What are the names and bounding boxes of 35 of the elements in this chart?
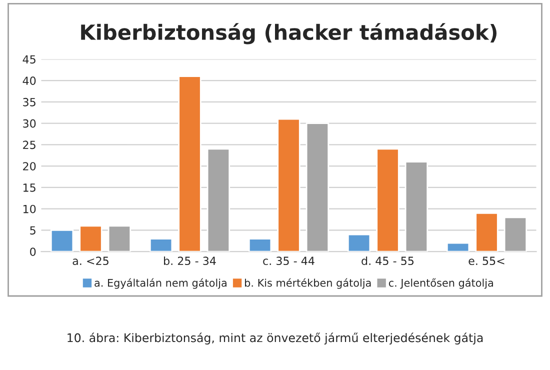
legend-label: a. Egyáltalán nem gátolja xyxy=(94,278,226,289)
bar xyxy=(347,234,371,252)
x-tick-label: a. <25 xyxy=(72,256,108,266)
y-tick-label: 10 xyxy=(23,204,36,214)
bar xyxy=(306,122,330,252)
legend-label: b. Kis mértékben gátolja xyxy=(245,278,371,289)
x-tick-label: d. 45 - 55 xyxy=(362,256,414,266)
y-tick-label: 45 xyxy=(22,55,36,64)
bar xyxy=(277,118,300,252)
x-tick-label: c. 35 - 44 xyxy=(263,256,314,266)
bar xyxy=(446,242,470,252)
bar xyxy=(50,230,74,252)
bar xyxy=(404,161,428,252)
bar xyxy=(504,216,528,252)
bar xyxy=(206,148,230,252)
bar xyxy=(376,148,400,252)
text: 10. ábra: Kiberbiztonság, mint az önvezető jármű elterjedésének gátja xyxy=(68,332,483,344)
bar xyxy=(248,238,272,252)
x-tick-label: e. 55< xyxy=(468,256,504,266)
y-tick-label: 30 xyxy=(23,119,36,128)
bar xyxy=(79,225,102,252)
bar xyxy=(108,225,132,252)
bar xyxy=(475,212,498,252)
y-tick-label: 20 xyxy=(23,162,36,170)
y-tick-label: 25 xyxy=(23,140,36,150)
x-tick-label: b. 25 - 34 xyxy=(164,256,216,266)
chart-title: Kiberbiztonság (hacker támadások) xyxy=(81,23,496,44)
y-tick-label: 0 xyxy=(30,248,36,256)
y-tick-label: 15 xyxy=(23,184,36,192)
y-tick-label: 35 xyxy=(23,98,36,106)
bar xyxy=(149,238,173,252)
bar xyxy=(178,76,202,252)
legend-label: c. Jelentősen gátolja xyxy=(388,278,493,289)
y-tick-label: 5 xyxy=(30,226,36,235)
y-tick-label: 40 xyxy=(22,76,36,85)
